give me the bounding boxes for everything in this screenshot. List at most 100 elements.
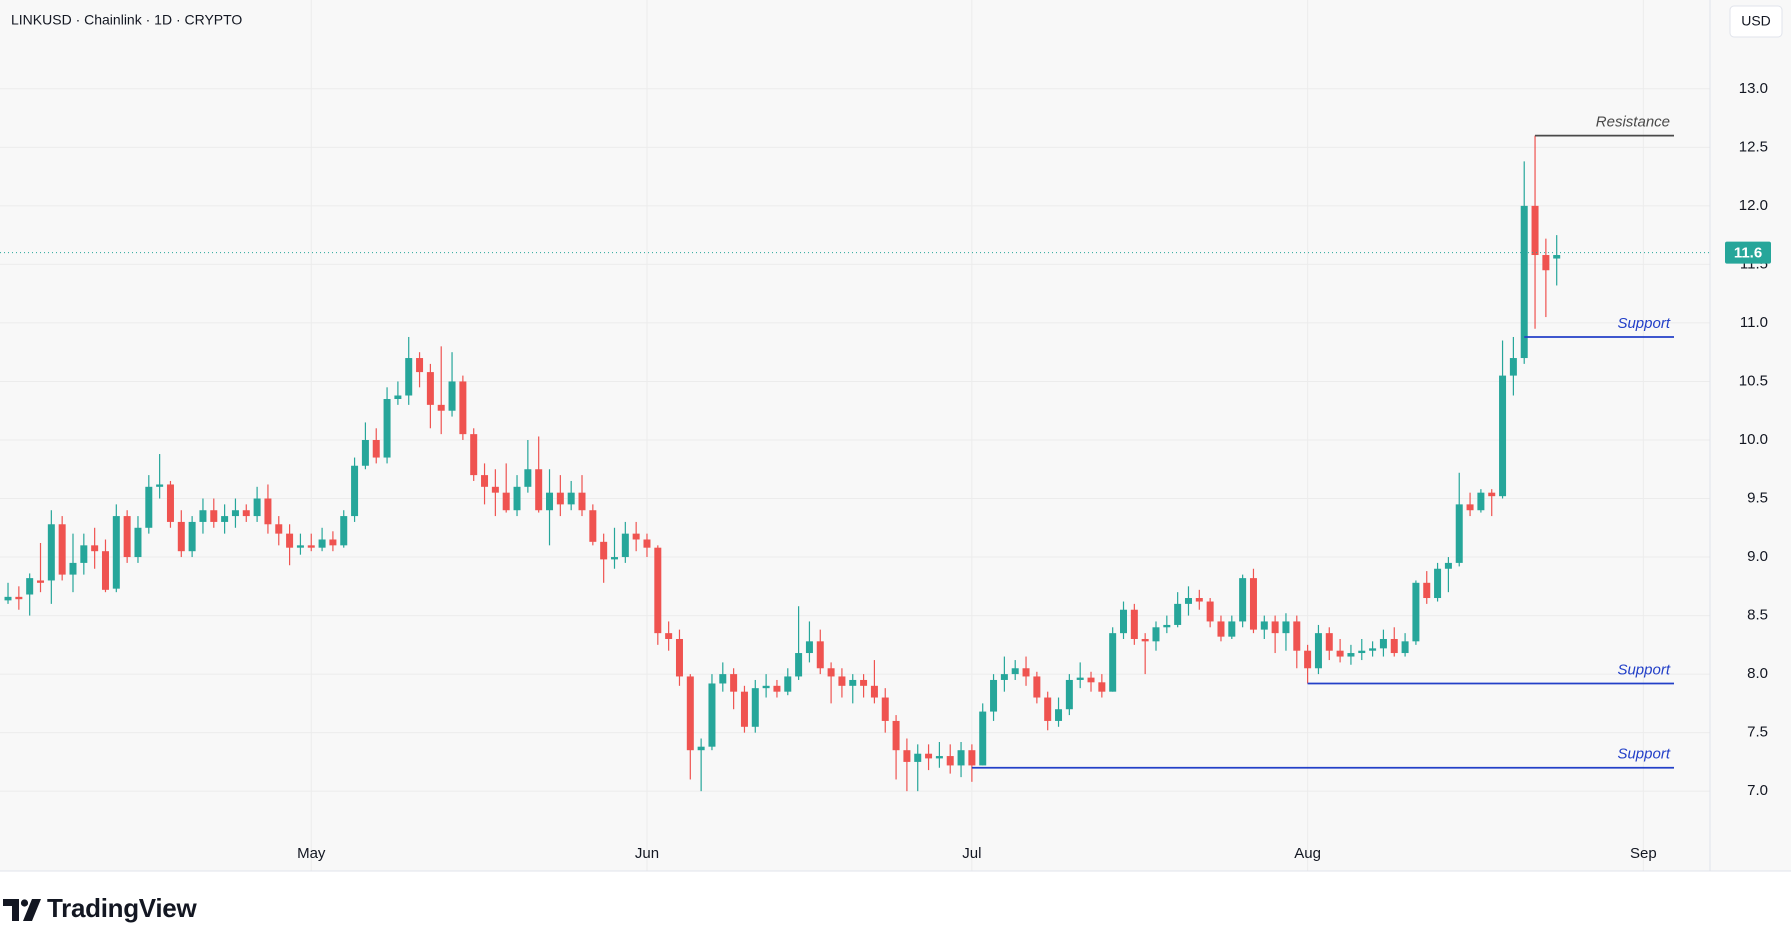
candle-body [405,358,413,396]
candle-body [870,685,878,698]
candle-body [621,533,629,558]
candle-body [589,510,597,542]
candle-body [166,484,174,522]
candle-body [546,492,554,511]
candle-body [26,578,34,595]
candle-body [123,516,131,558]
candle-body [177,521,185,552]
candle-body [1011,668,1019,675]
candle-body [708,683,716,747]
candle-body [1130,609,1138,639]
candle-body [459,381,467,435]
level-label: Resistance [1596,114,1670,131]
candle-body [1379,638,1387,649]
candle-body [58,524,66,575]
candle-body [827,668,835,677]
candle-body [925,753,933,759]
x-tick-label: Sep [1630,845,1657,862]
candle-body [372,439,380,458]
candle-body [1336,650,1344,657]
brand-name: TradingView [47,893,197,923]
candle-body [1369,648,1377,651]
y-tick-label: 7.5 [1747,724,1768,741]
candle-body [903,750,911,762]
candle-body [69,562,77,575]
candle-body [610,557,618,560]
chart-title: LINKUSD · Chainlink · 1D · CRYPTO [11,12,242,28]
candle-body [1390,638,1398,654]
candle-body [340,516,348,546]
candle-body [329,539,337,546]
candle-body [1412,582,1420,642]
candle-body [643,539,651,548]
currency-label[interactable]: USD [1741,13,1771,29]
candle-body [914,753,922,762]
y-tick-label: 11.0 [1740,314,1768,331]
x-tick-label: Jun [635,845,659,862]
candle-body [1098,682,1106,692]
candle-body [221,516,229,522]
candle-body [751,688,759,727]
candle-body [1282,621,1290,634]
candle-body [448,381,456,411]
y-tick-label: 8.0 [1747,665,1768,682]
candle-body [773,685,781,692]
grid [0,0,1710,871]
candle-body [1304,650,1312,669]
candle-body [1239,578,1247,622]
candle-body [1347,653,1355,657]
candle-body [286,533,294,548]
candle-body [1488,492,1496,497]
candle-body [524,469,532,487]
candles [4,135,1561,792]
candle-body [1152,627,1160,642]
currency-button[interactable] [1729,5,1783,38]
candle-body [1509,358,1517,376]
candle-body [1044,697,1052,721]
candle-body [1455,504,1463,563]
candle-body [730,674,738,692]
candle-body [665,633,673,639]
y-tick-label: 12.5 [1739,138,1768,155]
y-tick-label: 12.0 [1739,197,1768,214]
candle-body [578,492,586,511]
candle-body [838,676,846,686]
candle-body [556,492,564,505]
candle-body [1109,633,1117,692]
candle-body [979,711,987,766]
candle-body [1249,578,1257,630]
candle-body [1314,633,1322,669]
candle-body [1184,598,1192,604]
candle-body [383,399,391,458]
candle-body [946,756,954,766]
x-tick-label: May [297,845,326,862]
candle-body [1553,255,1561,259]
candle-body [264,498,272,525]
candle-body [935,756,943,759]
candle-body [740,691,748,727]
candle-body [654,547,662,634]
candle-body [513,486,521,511]
candle-body [567,492,575,505]
candle-body [361,439,369,466]
y-tick-label: 10.5 [1739,372,1768,389]
candle-body [968,750,976,766]
candle-body [156,484,164,487]
candle-body [1499,375,1507,497]
candle-body [15,596,23,600]
candle-body [1076,677,1084,680]
candle-body [351,465,359,517]
candle-body [1358,650,1366,654]
candle-body [1531,205,1539,256]
x-tick-label: Aug [1294,845,1321,862]
candle-body [1033,676,1041,698]
candle-body [470,434,478,476]
brand-logo [3,899,41,921]
candle-body [47,524,55,581]
candle-body [210,510,218,522]
candle-body [134,527,142,558]
candle-body [199,510,207,522]
candle-body [318,539,326,548]
